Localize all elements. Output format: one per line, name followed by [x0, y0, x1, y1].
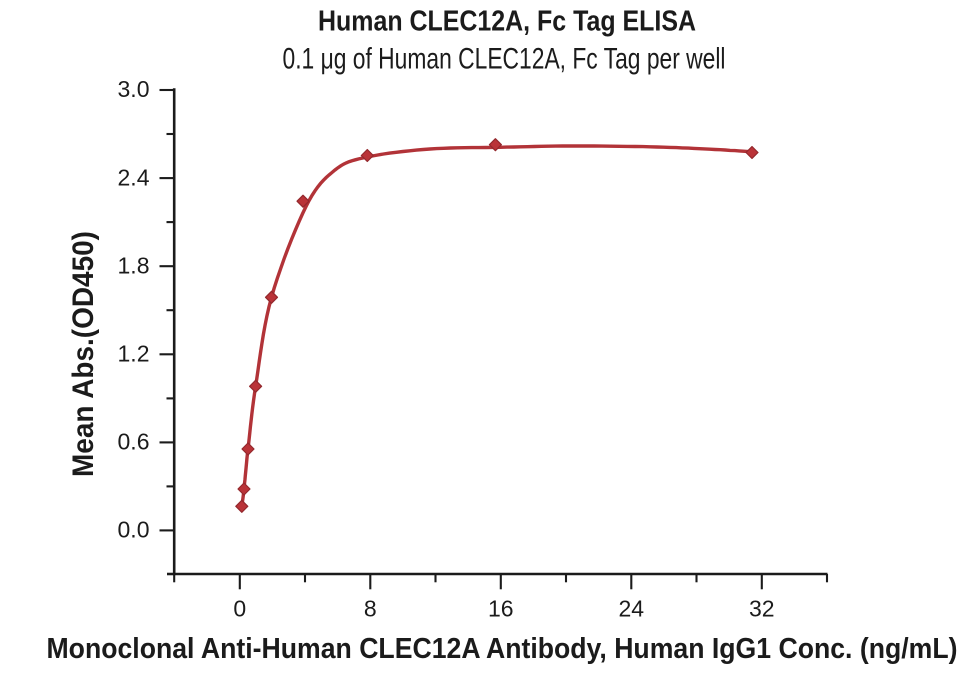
svg-text:2.4: 2.4	[118, 164, 150, 190]
svg-text:32: 32	[749, 596, 775, 622]
svg-text:1.2: 1.2	[118, 341, 150, 367]
svg-text:Monoclonal Anti-Human CLEC12A: Monoclonal Anti-Human CLEC12A Antibody, …	[47, 633, 958, 665]
svg-text:0.0: 0.0	[118, 517, 150, 543]
svg-text:8: 8	[364, 596, 377, 622]
svg-text:Mean Abs.(OD450): Mean Abs.(OD450)	[67, 231, 100, 477]
svg-text:0.1 μg of Human CLEC12A, Fc Ta: 0.1 μg of Human CLEC12A, Fc Tag per well	[283, 43, 726, 76]
svg-text:0.6: 0.6	[118, 429, 150, 455]
svg-text:24: 24	[619, 596, 645, 622]
svg-text:1.8: 1.8	[118, 252, 150, 278]
svg-text:0: 0	[233, 596, 246, 622]
svg-text:3.0: 3.0	[118, 76, 150, 102]
svg-text:Human CLEC12A, Fc Tag ELISA: Human CLEC12A, Fc Tag ELISA	[318, 5, 696, 37]
svg-text:16: 16	[488, 596, 514, 622]
